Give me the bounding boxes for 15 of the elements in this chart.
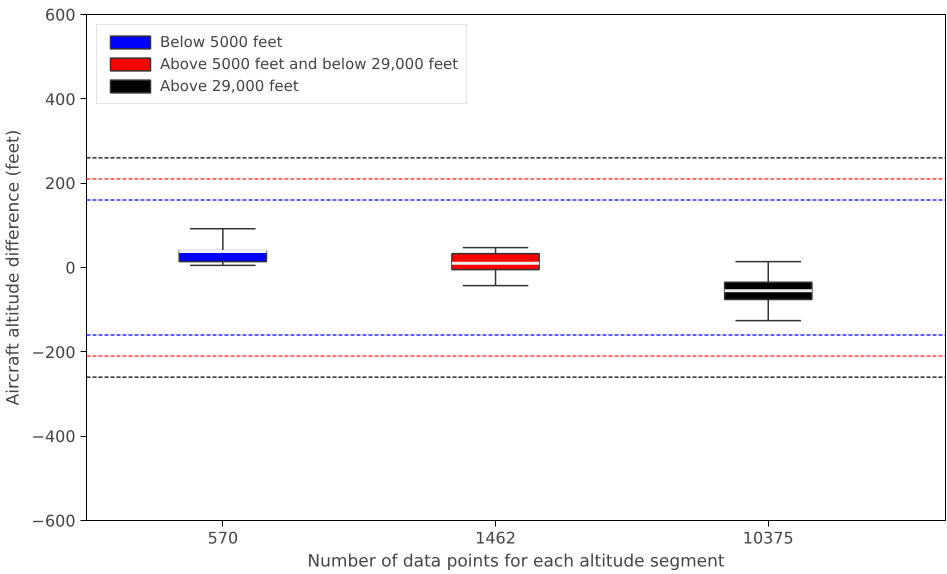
x-tick-label: 10375	[742, 528, 794, 548]
x-tick-label: 570	[208, 528, 238, 548]
y-tick-label: −400	[32, 427, 76, 446]
legend-label: Above 5000 feet and below 29,000 feet	[160, 55, 458, 73]
y-axis-title: Aircraft altitude difference (feet)	[4, 130, 24, 406]
y-tick-label: −600	[32, 512, 76, 530]
y-tick-label: −200	[32, 342, 76, 362]
y-tick-label: 200	[44, 174, 76, 194]
x-axis-title: Number of data points for each altitude segment	[307, 552, 725, 572]
legend-label: Above 29,000 feet	[160, 77, 299, 95]
y-tick-label: 600	[44, 6, 76, 24]
y-tick-label: 0	[65, 258, 76, 278]
x-tick-label: 1462	[475, 528, 516, 548]
y-tick-label: 400	[44, 90, 76, 109]
legend-label: Below 5000 feet	[160, 33, 282, 51]
